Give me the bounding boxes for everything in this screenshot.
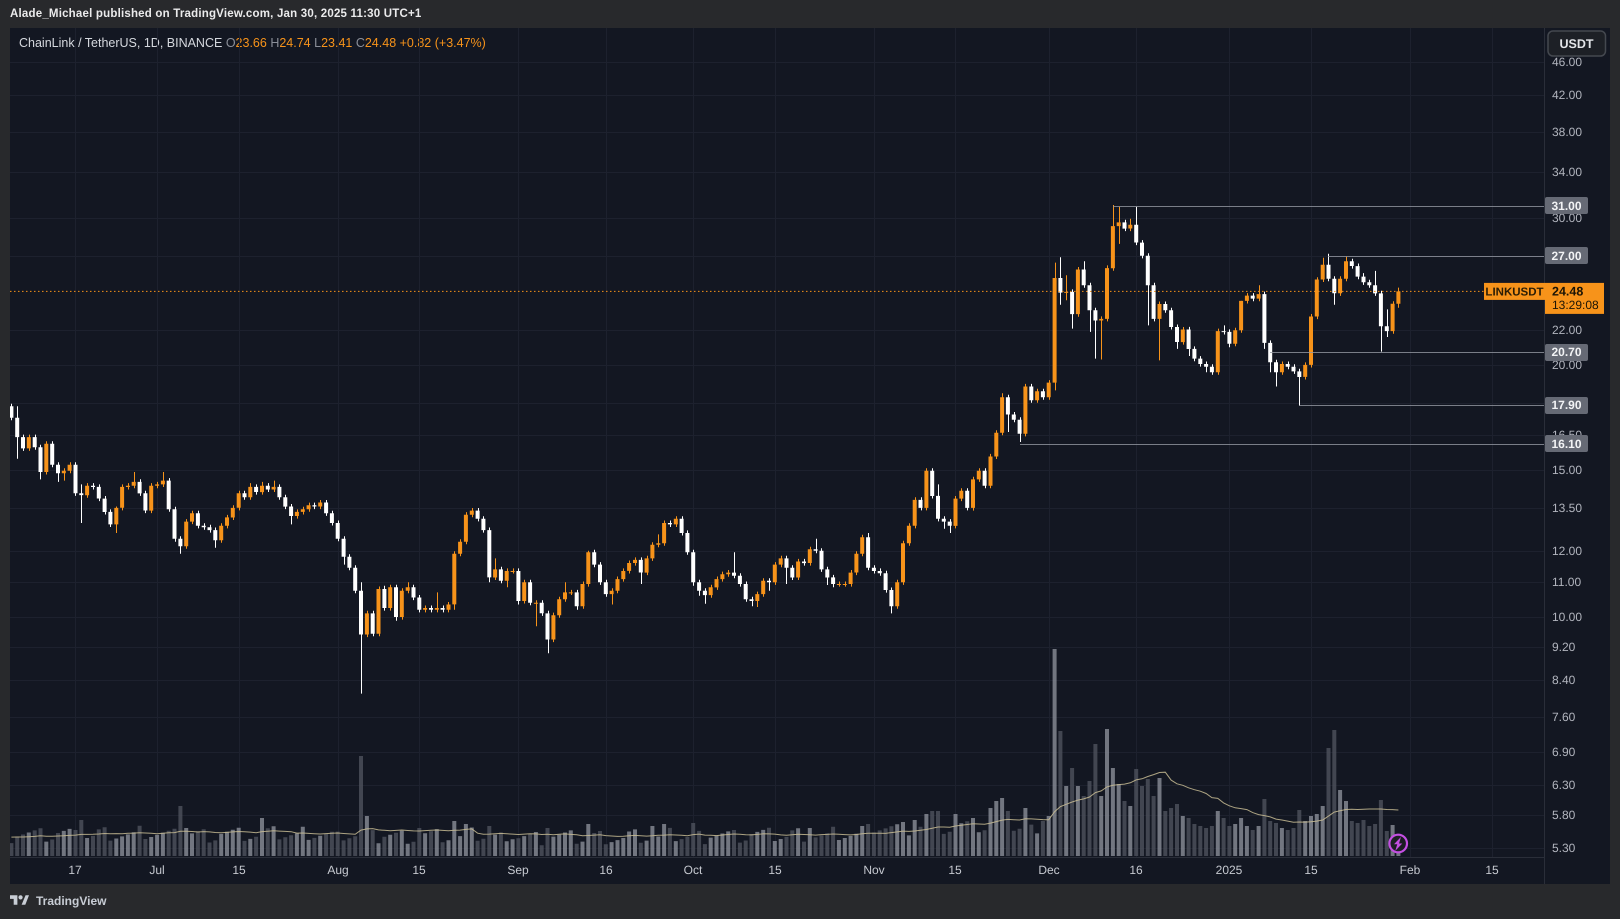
svg-text:46.00: 46.00 (1552, 55, 1582, 69)
svg-text:15: 15 (232, 863, 246, 877)
svg-text:15: 15 (948, 863, 962, 877)
svg-text:Nov: Nov (863, 863, 884, 877)
svg-text:16.10: 16.10 (1551, 437, 1581, 451)
svg-text:12.00: 12.00 (1552, 544, 1582, 558)
svg-text:6.30: 6.30 (1552, 778, 1576, 792)
svg-text:10.00: 10.00 (1552, 610, 1582, 624)
svg-text:LINKUSDT: LINKUSDT (1485, 286, 1543, 298)
svg-text:15.00: 15.00 (1552, 463, 1582, 477)
svg-text:27.00: 27.00 (1551, 249, 1581, 263)
svg-text:13:29:08: 13:29:08 (1552, 298, 1599, 312)
svg-text:2025: 2025 (1216, 863, 1243, 877)
svg-text:20.00: 20.00 (1552, 358, 1582, 372)
svg-text:5.80: 5.80 (1552, 808, 1576, 822)
svg-text:17: 17 (68, 863, 82, 877)
svg-text:31.00: 31.00 (1551, 199, 1581, 213)
svg-text:13.50: 13.50 (1552, 501, 1582, 515)
svg-text:9.20: 9.20 (1552, 640, 1576, 654)
svg-text:38.00: 38.00 (1552, 125, 1582, 139)
svg-text:15: 15 (1304, 863, 1318, 877)
svg-text:11.00: 11.00 (1552, 575, 1581, 589)
svg-text:Sep: Sep (507, 863, 529, 877)
svg-text:Aug: Aug (327, 863, 348, 877)
svg-text:16: 16 (599, 863, 613, 877)
svg-text:6.90: 6.90 (1552, 745, 1576, 759)
svg-text:Jul: Jul (149, 863, 164, 877)
svg-text:8.40: 8.40 (1552, 673, 1576, 687)
svg-text:15: 15 (1485, 863, 1499, 877)
svg-text:Oct: Oct (684, 863, 703, 877)
svg-text:22.00: 22.00 (1552, 323, 1582, 337)
svg-text:Feb: Feb (1400, 863, 1421, 877)
svg-text:20.70: 20.70 (1551, 345, 1581, 359)
svg-text:7.60: 7.60 (1552, 710, 1576, 724)
svg-text:USDT: USDT (1559, 37, 1593, 51)
svg-text:15: 15 (768, 863, 782, 877)
svg-text:24.48: 24.48 (1552, 284, 1583, 298)
svg-text:5.30: 5.30 (1552, 841, 1576, 855)
svg-text:34.00: 34.00 (1552, 165, 1582, 179)
svg-text:16: 16 (1129, 863, 1143, 877)
svg-text:Dec: Dec (1038, 863, 1059, 877)
svg-text:30.00: 30.00 (1552, 211, 1582, 225)
svg-text:17.90: 17.90 (1551, 398, 1581, 412)
svg-text:42.00: 42.00 (1552, 88, 1582, 102)
svg-text:15: 15 (412, 863, 426, 877)
